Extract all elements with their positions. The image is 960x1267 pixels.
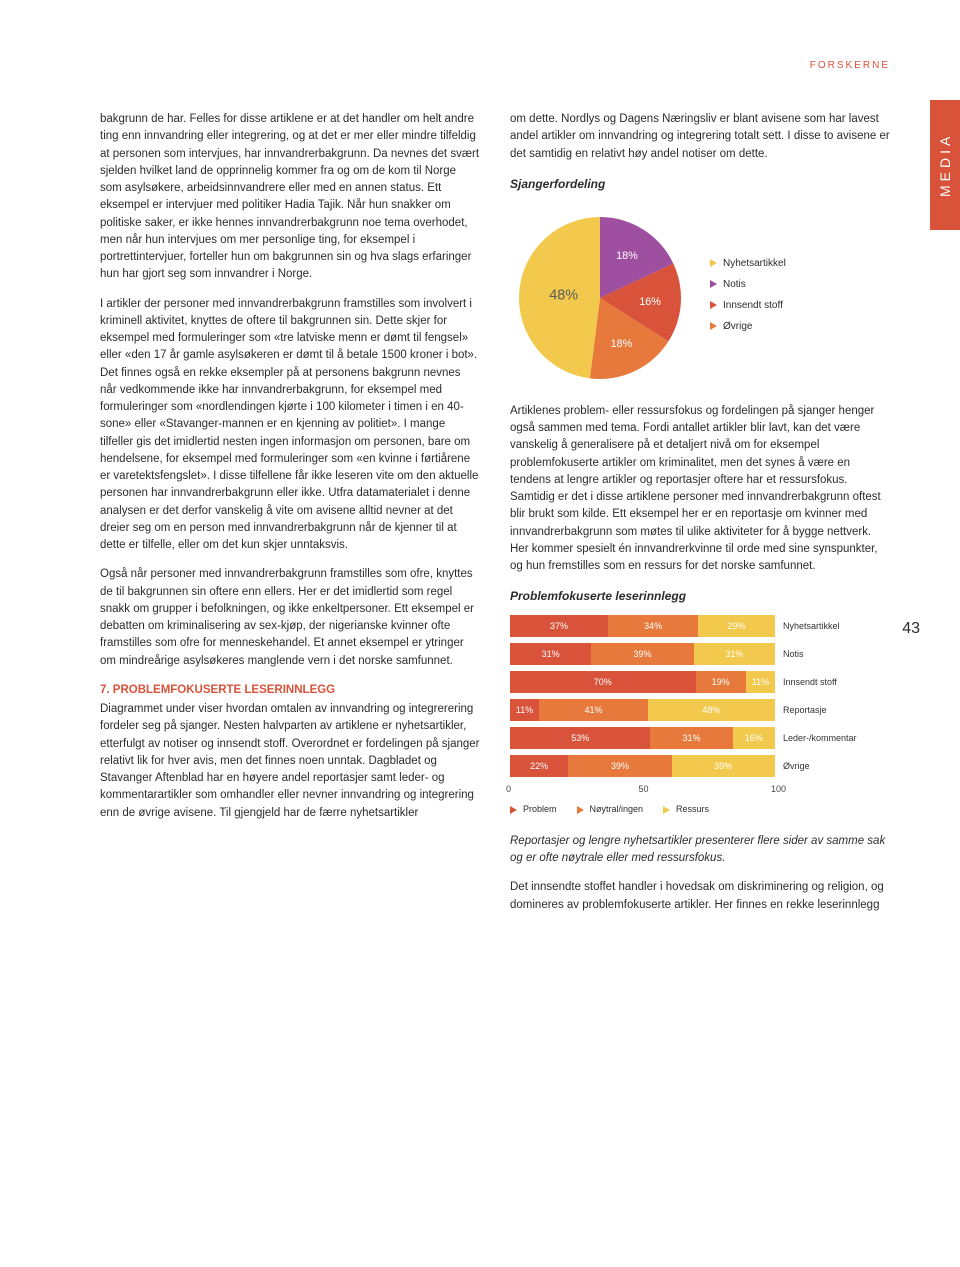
bar-segment: 31% [650, 727, 732, 749]
stacked-bar-chart: 37%34%29%Nyhetsartikkel31%39%31%Notis70%… [510, 615, 890, 823]
legend-item: Nyhetsartikkel [710, 256, 786, 271]
bar-row: 70%19%11% Innsendt stoff [510, 671, 890, 693]
x-axis: 050100 [510, 783, 775, 797]
right-p3: Reportasjer og lengre nyhetsartikler pre… [510, 833, 890, 868]
bar-stack: 22%39%39% [510, 755, 775, 777]
legend-item: Nøytral/ingen [577, 803, 644, 817]
pie-title: Sjangerfordeling [510, 175, 890, 193]
bar-segment: 70% [510, 671, 696, 693]
left-column: bakgrunn de har. Felles for disse artikl… [100, 111, 480, 926]
bar-segment: 39% [672, 755, 775, 777]
page-number: 43 [902, 620, 920, 638]
legend-marker-icon [710, 301, 717, 309]
bar-row: 11%41%48% Reportasje [510, 699, 890, 721]
bar-legend: Problem Nøytral/ingen Ressurs [510, 803, 890, 823]
bar-segment: 29% [698, 615, 775, 637]
content-columns: bakgrunn de har. Felles for disse artikl… [100, 111, 890, 926]
legend-item: Ressurs [663, 803, 709, 817]
right-p4: Det innsendte stoffet handler i hovedsak… [510, 879, 890, 914]
legend-item: Øvrige [710, 319, 786, 334]
bar-segment: 31% [694, 643, 775, 665]
page: FORSKERNE MEDIA 43 bakgrunn de har. Fell… [0, 0, 960, 986]
legend-marker-icon [577, 806, 584, 814]
bar-stack: 53%31%16% [510, 727, 775, 749]
legend-label: Nyhetsartikkel [723, 256, 786, 271]
bar-segment: 22% [510, 755, 568, 777]
bar-segment: 41% [539, 699, 648, 721]
bar-row: 37%34%29% Nyhetsartikkel [510, 615, 890, 637]
right-p2: Artiklenes problem- eller ressursfokus o… [510, 403, 890, 576]
legend-marker-icon [710, 280, 717, 288]
pie-legend: Nyhetsartikkel Notis Innsendt stoff Øvrige [710, 256, 786, 340]
bar-segment: 39% [568, 755, 671, 777]
legend-label: Ressurs [676, 803, 709, 817]
axis-tick: 50 [639, 783, 649, 797]
pie-slice-label: 18% [616, 250, 638, 262]
axis-tick: 100 [771, 783, 786, 797]
bar-row-label: Nyhetsartikkel [783, 620, 840, 634]
pie-slice-label: 16% [639, 296, 661, 308]
bar-row-label: Reportasje [783, 704, 827, 718]
legend-marker-icon [710, 259, 717, 267]
legend-item: Innsendt stoff [710, 298, 786, 313]
bar-segment: 53% [510, 727, 650, 749]
legend-item: Problem [510, 803, 557, 817]
bar-stack: 37%34%29% [510, 615, 775, 637]
bar-stack: 11%41%48% [510, 699, 775, 721]
pie-chart-wrap: 18% 16% 18% 48% Nyhetsartikkel Notis Innsendt… [510, 208, 890, 388]
section-title: 7. PROBLEMFOKUSERTE LESERINNLEGG [100, 682, 480, 699]
bar-row: 53%31%16% Leder-/kommentar [510, 727, 890, 749]
pie-slice-label: 18% [611, 338, 633, 350]
bar-row: 22%39%39%Øvrige [510, 755, 890, 777]
bar-stack: 70%19%11% [510, 671, 775, 693]
legend-marker-icon [510, 806, 517, 814]
bar-segment: 11% [510, 699, 539, 721]
bar-segment: 34% [608, 615, 698, 637]
left-p2: I artikler der personer med innvandrerba… [100, 296, 480, 555]
legend-label: Problem [523, 803, 557, 817]
pie-slice-label: 48% [549, 287, 578, 303]
left-p1: bakgrunn de har. Felles for disse artikl… [100, 111, 480, 284]
side-tab: MEDIA [930, 100, 960, 230]
legend-marker-icon [710, 322, 717, 330]
legend-label: Øvrige [723, 319, 752, 334]
legend-label: Notis [723, 277, 746, 292]
header-label: FORSKERNE [100, 60, 890, 71]
bar-row-label: Notis [783, 648, 804, 662]
legend-item: Notis [710, 277, 786, 292]
bar-segment: 19% [696, 671, 746, 693]
legend-label: Nøytral/ingen [590, 803, 644, 817]
bar-segment: 16% [733, 727, 775, 749]
right-column: om dette. Nordlys og Dagens Næringsliv e… [510, 111, 890, 926]
bar-row-label: Innsendt stoff [783, 676, 837, 690]
bar-segment: 11% [746, 671, 775, 693]
left-p3: Også når personer med innvandrerbakgrunn… [100, 566, 480, 670]
bar-segment: 39% [591, 643, 693, 665]
bar-row-label: Øvrige [783, 760, 810, 774]
bar-segment: 37% [510, 615, 608, 637]
bar-stack: 31%39%31% [510, 643, 775, 665]
bar-row: 31%39%31% Notis [510, 643, 890, 665]
bar-title: Problemfokuserte leserinnlegg [510, 587, 890, 605]
pie-chart: 18% 16% 18% 48% [510, 208, 690, 388]
left-p4: Diagrammet under viser hvordan omtalen a… [100, 701, 480, 822]
right-p1: om dette. Nordlys og Dagens Næringsliv e… [510, 111, 890, 163]
bar-segment: 48% [648, 699, 775, 721]
bar-row-label: Leder-/kommentar [783, 732, 857, 746]
legend-label: Innsendt stoff [723, 298, 783, 313]
legend-marker-icon [663, 806, 670, 814]
bar-segment: 31% [510, 643, 591, 665]
axis-tick: 0 [506, 783, 511, 797]
